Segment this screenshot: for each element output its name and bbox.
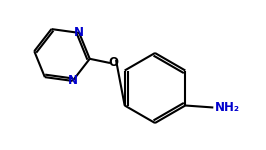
Text: NH₂: NH₂ [215, 101, 240, 114]
Text: O: O [108, 56, 118, 69]
Text: N: N [68, 74, 78, 87]
Text: N: N [74, 26, 84, 39]
